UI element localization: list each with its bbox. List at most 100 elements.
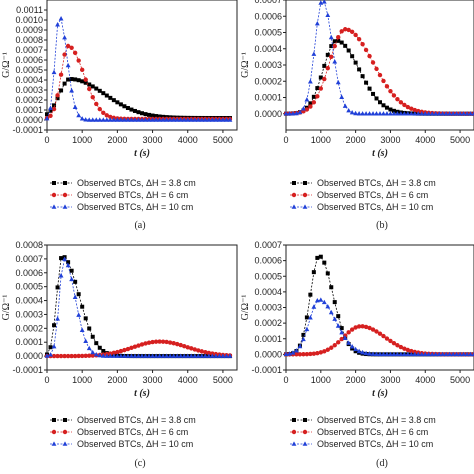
data-point	[79, 327, 85, 332]
data-point	[398, 344, 404, 350]
x-tick-label: 2000	[107, 375, 127, 385]
data-point	[308, 351, 313, 357]
y-tick-label: 0.0001	[15, 105, 43, 115]
data-point	[66, 260, 71, 265]
data-point	[69, 268, 74, 273]
data-point	[44, 353, 50, 358]
series-triangle	[44, 16, 233, 122]
legend-label: Observed BTCs, ΔH = 3.8 cm	[77, 178, 196, 188]
data-point	[339, 326, 344, 331]
y-axis-label: G/Ω⁻¹	[1, 295, 12, 321]
data-point	[192, 117, 198, 122]
data-point	[136, 110, 141, 115]
data-point	[100, 353, 106, 358]
y-tick-label: 0.0007	[15, 45, 43, 55]
data-point	[356, 36, 362, 42]
chart-panel-b: 0.0000 0.0001 0.0002 0.0003 0.0004 0.0005 0.00…	[240, 0, 474, 231]
y-tick-label: 0.0004	[15, 296, 43, 306]
data-point	[206, 117, 212, 122]
y-tick-label: 0.0003	[254, 303, 282, 313]
y-axis-label: G/Ω⁻¹	[240, 295, 251, 321]
data-point	[94, 101, 99, 107]
legend-marker	[302, 441, 308, 446]
data-point	[339, 94, 345, 100]
data-point	[374, 96, 379, 101]
chart-panel-a: -0.00010.00000.00010.00020.00030.00040.0…	[1, 0, 238, 231]
y-tick-label: -0.0001	[12, 125, 43, 135]
legend-marker	[51, 192, 57, 198]
data-point	[294, 348, 299, 353]
data-point	[115, 100, 120, 105]
data-point	[125, 117, 131, 122]
data-point	[146, 340, 152, 345]
data-point	[297, 352, 303, 357]
data-point	[59, 256, 64, 261]
data-point	[464, 351, 470, 357]
data-point	[199, 353, 205, 358]
data-point	[294, 110, 299, 116]
data-point	[55, 285, 60, 290]
data-point	[87, 86, 92, 92]
data-point	[220, 353, 226, 358]
data-point	[450, 351, 456, 357]
data-point	[367, 351, 372, 356]
legend-marker	[291, 429, 297, 435]
y-tick-label: 0.0002	[254, 318, 282, 328]
data-point	[203, 350, 208, 355]
data-point	[83, 117, 89, 122]
data-point	[90, 353, 95, 358]
data-point	[287, 111, 292, 116]
data-point	[129, 107, 134, 112]
data-point	[86, 345, 92, 351]
data-point	[297, 109, 303, 115]
data-point	[147, 112, 152, 117]
legend-marker	[51, 204, 57, 209]
data-point	[360, 111, 365, 116]
data-point	[422, 111, 428, 116]
data-point	[167, 340, 173, 345]
data-point	[227, 353, 233, 358]
data-point	[395, 96, 400, 102]
y-tick-label: 0.0006	[254, 256, 282, 266]
data-point	[349, 344, 355, 349]
y-tick-label: 0.0008	[15, 240, 43, 250]
data-point	[195, 117, 201, 122]
legend-label: Observed BTCs, ΔH = 10 cm	[317, 439, 433, 449]
legend-marker	[51, 429, 57, 435]
data-point	[367, 325, 372, 331]
y-tick-label: -0.0001	[12, 365, 43, 375]
data-point	[343, 43, 348, 48]
data-point	[353, 346, 359, 352]
data-point	[58, 353, 64, 359]
data-point	[315, 86, 320, 91]
data-point	[346, 340, 352, 345]
legend: Observed BTCs, ΔH = 3.8 cm Observed BTCs,…	[290, 415, 436, 449]
data-point	[72, 353, 78, 359]
data-point	[388, 111, 393, 116]
x-tick-label: 0	[44, 375, 49, 385]
data-point	[199, 349, 205, 354]
data-point	[143, 341, 148, 346]
data-point	[150, 353, 155, 358]
series-triangle	[283, 0, 474, 116]
legend: Observed BTCs, ΔH = 3.8 cm Observed BTCs,…	[50, 178, 196, 212]
data-point	[325, 271, 330, 276]
data-point	[111, 117, 117, 122]
data-point	[76, 112, 82, 118]
x-tick-label: 4000	[178, 135, 198, 145]
data-point	[97, 88, 102, 93]
data-point	[381, 103, 386, 108]
legend-marker	[292, 181, 296, 185]
data-point	[342, 335, 348, 341]
data-point	[412, 111, 418, 116]
data-point	[332, 43, 337, 49]
data-point	[90, 334, 95, 339]
x-tick-label: 2000	[346, 135, 366, 145]
data-point	[90, 84, 95, 89]
data-point	[164, 339, 169, 345]
data-point	[76, 312, 82, 317]
data-point	[114, 353, 120, 358]
x-tick-label: 3000	[143, 135, 163, 145]
data-point	[377, 351, 383, 357]
data-point	[377, 111, 383, 116]
